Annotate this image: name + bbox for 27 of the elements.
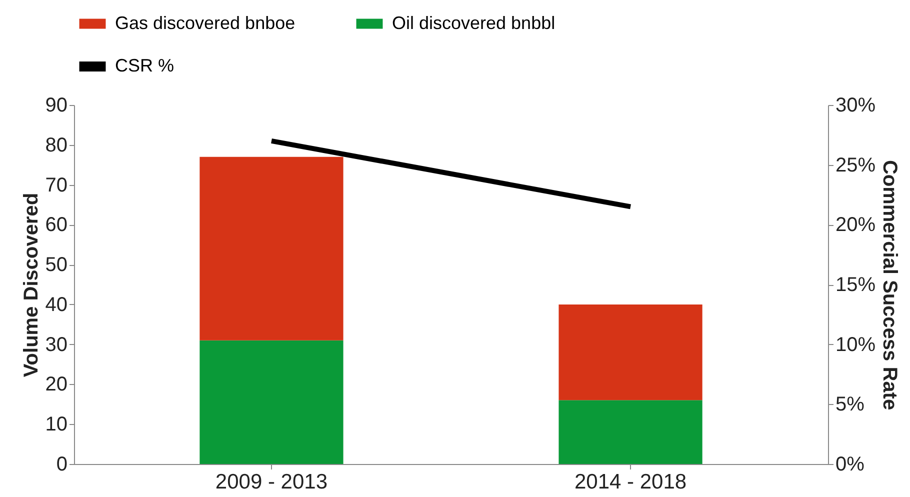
y-tick-label: 40 — [45, 294, 68, 316]
y-tick-label: 50 — [45, 254, 68, 276]
bar — [200, 340, 344, 464]
y2-tick-label: 30% — [836, 94, 876, 116]
legend-label: CSR % — [115, 56, 174, 76]
y-tick-label: 60 — [45, 214, 68, 236]
y2-tick-label: 15% — [836, 274, 876, 296]
legend-label: Gas discovered bnboe — [115, 12, 296, 33]
bar — [558, 400, 702, 464]
y-tick-label: 20 — [45, 374, 68, 396]
y2-tick-label: 5% — [836, 394, 865, 416]
y-tick-label: 10 — [45, 414, 68, 436]
y-tick-label: 0 — [56, 454, 68, 476]
y2-tick-label: 25% — [836, 154, 876, 176]
y2-axis-title: Commercial Success Rate — [878, 160, 901, 410]
y2-tick-label: 20% — [836, 214, 876, 236]
legend-label: Oil discovered bnbbl — [392, 12, 556, 33]
y-tick-label: 70 — [45, 174, 68, 196]
y2-tick-label: 0% — [836, 454, 865, 476]
y2-tick-label: 10% — [836, 334, 876, 356]
y-tick-label: 30 — [45, 334, 68, 356]
y-tick-label: 80 — [45, 134, 68, 156]
x-tick-label: 2009 - 2013 — [215, 470, 328, 494]
x-tick-label: 2014 - 2018 — [574, 470, 687, 494]
y-axis-title: Volume Discovered — [20, 192, 42, 378]
y-tick-label: 90 — [45, 94, 68, 116]
bar — [558, 304, 702, 400]
